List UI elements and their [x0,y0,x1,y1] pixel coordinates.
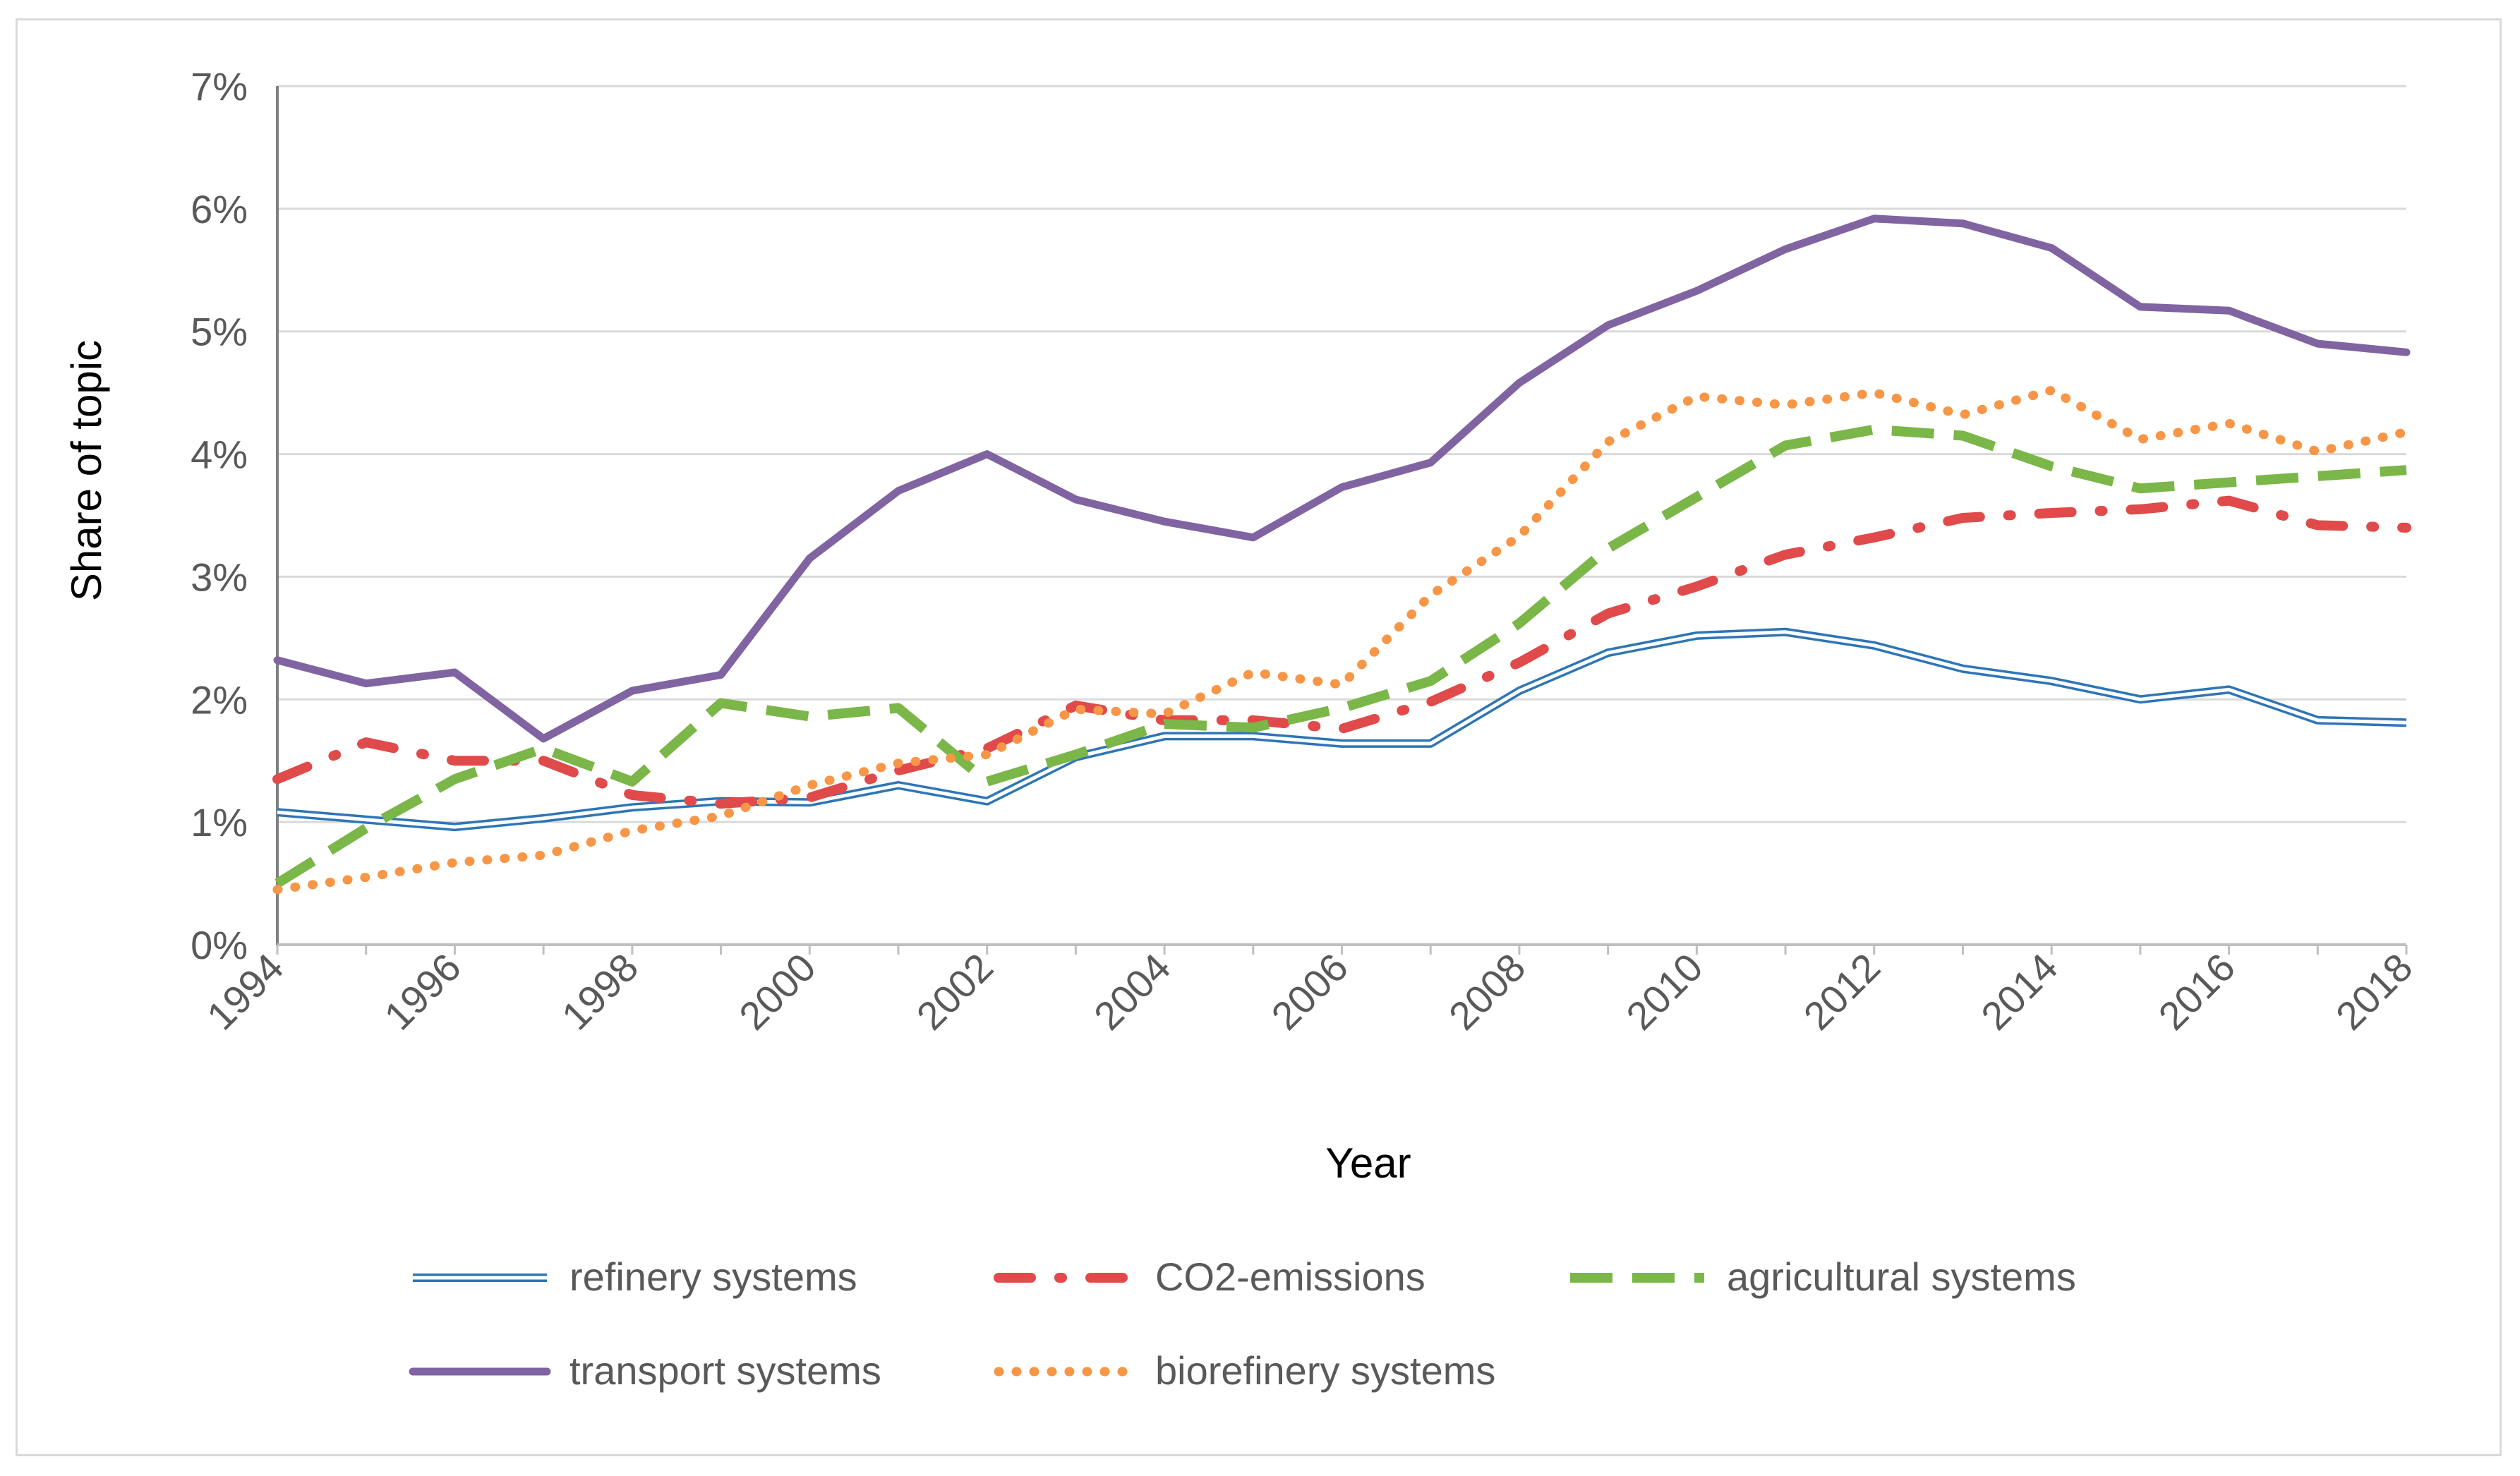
series-lines [272,214,2411,895]
x-axis-title: Year [1325,1139,1411,1187]
series-refinery-systems [277,627,2407,832]
x-tick-label: 2004 [1085,945,1179,1039]
x-tick-label: 2014 [1972,945,2066,1039]
axes [276,86,2408,955]
x-tick-label: 2000 [730,945,824,1039]
x-tick-label: 1996 [375,945,469,1039]
x-tick-label: 2010 [1617,945,1711,1039]
series-biorefinery-systems [272,385,2411,895]
tick-labels: 0%1%2%3%4%5%6%7%1994 1996 1998 2000 2002 2004… [191,64,2420,1039]
x-tick-label: 2012 [1795,945,1889,1039]
series-line-inner [277,630,2407,829]
legend-label: biorefinery systems [1155,1348,1495,1393]
series-transport-systems [273,214,2411,743]
x-tick-label: 1998 [553,945,647,1039]
y-tick-label: 7% [191,64,248,109]
series-co2-emissions [272,495,2411,809]
series-line [275,424,2407,888]
legend-label: transport systems [569,1348,881,1393]
legend-item: CO2-emissions [994,1254,1425,1299]
y-tick-label: 6% [191,187,248,231]
legend: refinery systems CO2-emissions agricultura… [409,1254,2076,1393]
legend-item: agricultural systems [1570,1254,2076,1299]
y-tick-label: 0% [191,923,248,967]
y-tick-label: 4% [191,432,248,477]
legend-item: transport systems [409,1348,881,1393]
legend-item: biorefinery systems [994,1348,1495,1393]
y-axis-title: Share of topic [63,340,110,601]
x-tick-label: 2006 [1262,945,1356,1039]
line-chart: 0%1%2%3%4%5%6%7%1994 1996 1998 2000 2002 2004… [63,64,2420,1393]
x-tick-label: 2008 [1440,945,1534,1039]
x-tick-label: 2002 [908,945,1002,1039]
y-tick-label: 3% [191,555,248,599]
legend-label: agricultural systems [1727,1254,2076,1299]
legend-label: refinery systems [569,1254,857,1299]
series-line [272,495,2411,809]
y-tick-label: 5% [191,310,248,354]
y-tick-label: 2% [191,677,248,722]
x-tick-label: 2016 [2150,945,2243,1039]
legend-item: refinery systems [413,1254,857,1299]
y-tick-label: 1% [191,800,248,845]
legend-label: CO2-emissions [1155,1254,1425,1299]
gridlines [277,85,2406,823]
chart-frame: 0% 1% 2% 3% 4% 5% 6% 7% 1994 1996 1998 2000 2002 2004… [16,18,2502,1456]
series-line [273,214,2411,743]
series-agricultural-systems [275,424,2407,888]
series-line [272,385,2411,895]
x-tick-label: 2018 [2327,945,2421,1039]
